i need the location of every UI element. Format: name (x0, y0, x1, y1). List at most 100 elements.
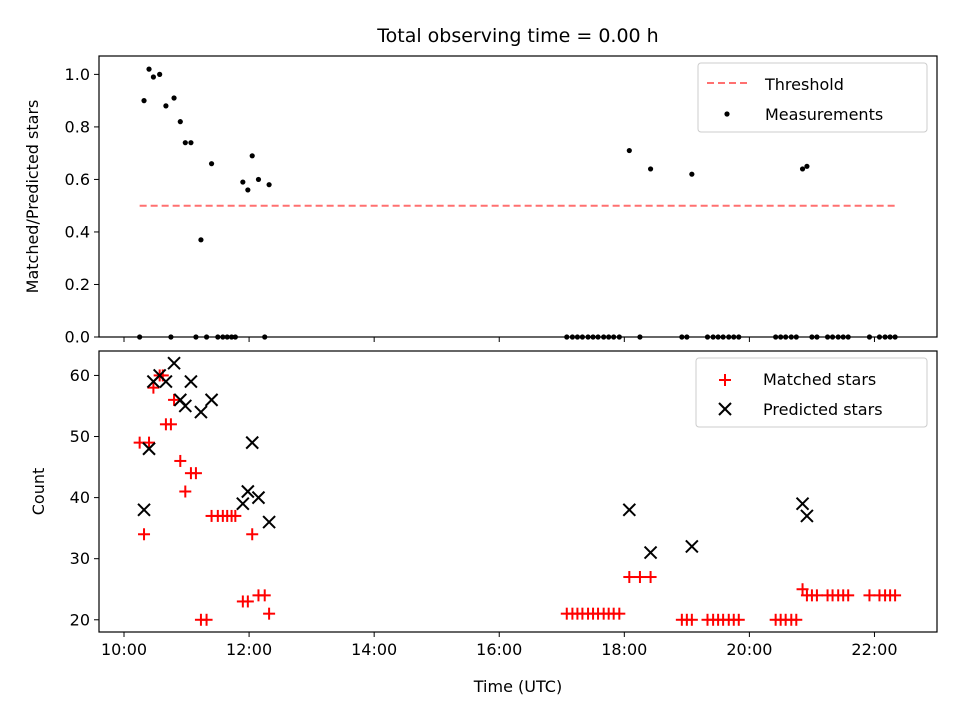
matched-star-point (623, 571, 636, 584)
bottom-x-tick-label: 14:00 (351, 640, 397, 659)
top-y-tick-label: 1.0 (65, 65, 90, 84)
measurement-point (182, 140, 188, 146)
legend-threshold-label: Threshold (764, 75, 844, 94)
matched-star-point (732, 613, 745, 626)
predicted-star-point (795, 497, 810, 511)
top-y-tick-label: 0.8 (65, 117, 90, 136)
measurement-point (198, 237, 204, 243)
measurement-point (157, 71, 163, 77)
legend-matched-swatch (719, 374, 731, 386)
predicted-star-point (245, 435, 259, 450)
top-legend: Threshold Measurements (697, 62, 928, 133)
bottom-x-tick-label: 10:00 (101, 640, 147, 659)
matched-star-point (263, 607, 276, 620)
predicted-star-point (142, 442, 156, 456)
bottom-x-axis: 10:00 12:00 14:00 16:00 18:00 20:00 22:00 (101, 632, 898, 659)
matched-star-point (889, 589, 902, 602)
measurement-point (208, 161, 215, 167)
measurement-point (141, 98, 147, 104)
matched-star-point (229, 509, 242, 522)
matched-star-point (796, 583, 809, 596)
predicted-star-point (178, 399, 193, 413)
matched-star-point (633, 571, 646, 584)
matched-star-point (143, 436, 156, 449)
matched-star-point (810, 589, 823, 602)
top-y-tick-label: 0.0 (65, 328, 90, 347)
predicted-star-point (241, 484, 255, 499)
measurement-point (626, 147, 632, 154)
bottom-x-tick-label: 22:00 (851, 640, 897, 659)
measurement-point (255, 176, 262, 183)
matched-star-point (644, 571, 657, 584)
top-legend-frame (697, 62, 928, 133)
predicted-star-point (643, 545, 658, 560)
predicted-star-point (622, 503, 637, 517)
matched-star-point (200, 613, 213, 626)
bottom-y-tick-label: 30 (70, 549, 90, 568)
predicted-star-point (800, 509, 814, 523)
measurement-point (163, 103, 169, 109)
bottom-x-tick-label: 16:00 (476, 640, 522, 659)
predicted-star-point (236, 497, 250, 511)
measurement-point (150, 74, 157, 80)
bottom-x-tick-label: 20:00 (726, 640, 772, 659)
matched-star-point (168, 393, 181, 406)
bottom-y-tick-label: 50 (70, 427, 90, 446)
chart-title: Total observing time = 0.00 h (376, 25, 658, 47)
bottom-plot-area (133, 356, 902, 626)
top-y-tick-label: 0.2 (65, 275, 90, 294)
bottom-axes-frame (98, 350, 938, 633)
panel-bottom-counts: 20 30 40 50 60 10:00 12:00 14:00 16:00 18:00 20:0… (29, 350, 938, 696)
predicted-star-point (137, 503, 151, 517)
bottom-y-tick-label: 20 (70, 610, 90, 629)
measurement-point (245, 187, 251, 193)
matched-star-point (613, 607, 626, 620)
matched-star-point (174, 454, 187, 467)
matched-star-point (241, 595, 254, 608)
top-y-axis-label: Matched/Predicted stars (23, 100, 42, 294)
matched-star-point (863, 589, 876, 602)
matched-star-point (147, 381, 160, 394)
measurement-point (249, 153, 255, 159)
bottom-legend-frame (695, 357, 928, 428)
predicted-star-point (159, 374, 173, 389)
bottom-x-tick-label: 18:00 (601, 640, 647, 659)
predicted-star-point (685, 539, 699, 554)
top-x-axis (123, 337, 875, 342)
measurement-point (188, 140, 194, 146)
predicted-star-point (251, 490, 266, 505)
top-axes-frame (98, 55, 938, 338)
measurement-point (177, 119, 183, 125)
legend-matched-label: Matched stars (763, 370, 876, 389)
matched-star-point (790, 613, 803, 626)
panel-top-ratio: 0.0 0.2 0.4 0.6 0.8 1.0 Matched/Predicted sta… (23, 55, 938, 347)
top-y-tick-label: 0.6 (65, 170, 90, 189)
predicted-star-point (204, 393, 219, 407)
bottom-y-tick-label: 60 (70, 366, 90, 385)
matched-star-point (189, 467, 202, 480)
measurement-point (171, 95, 177, 101)
matched-star-point (685, 613, 698, 626)
bottom-y-axis: 20 30 40 50 60 (70, 366, 99, 629)
predicted-star-point (194, 405, 208, 419)
measurement-point (266, 182, 272, 188)
predicted-star-point (184, 374, 198, 389)
measurement-point (146, 66, 152, 72)
matched-star-point (258, 589, 271, 602)
matched-star-point (246, 528, 259, 541)
legend-predicted-swatch (718, 402, 732, 416)
measurement-point (240, 179, 246, 185)
measurement-point (689, 171, 695, 177)
matched-star-point (138, 528, 151, 541)
predicted-star-point (262, 515, 276, 529)
matched-star-point (179, 485, 192, 498)
legend-measurements-label: Measurements (765, 105, 883, 124)
matched-star-point (842, 589, 855, 602)
bottom-legend: Matched stars Predicted stars (695, 357, 928, 428)
measurement-point (799, 166, 806, 172)
measurement-point (647, 166, 654, 172)
measurement-point (804, 163, 810, 169)
top-y-tick-label: 0.4 (65, 222, 90, 241)
legend-measurements-swatch (724, 111, 730, 117)
